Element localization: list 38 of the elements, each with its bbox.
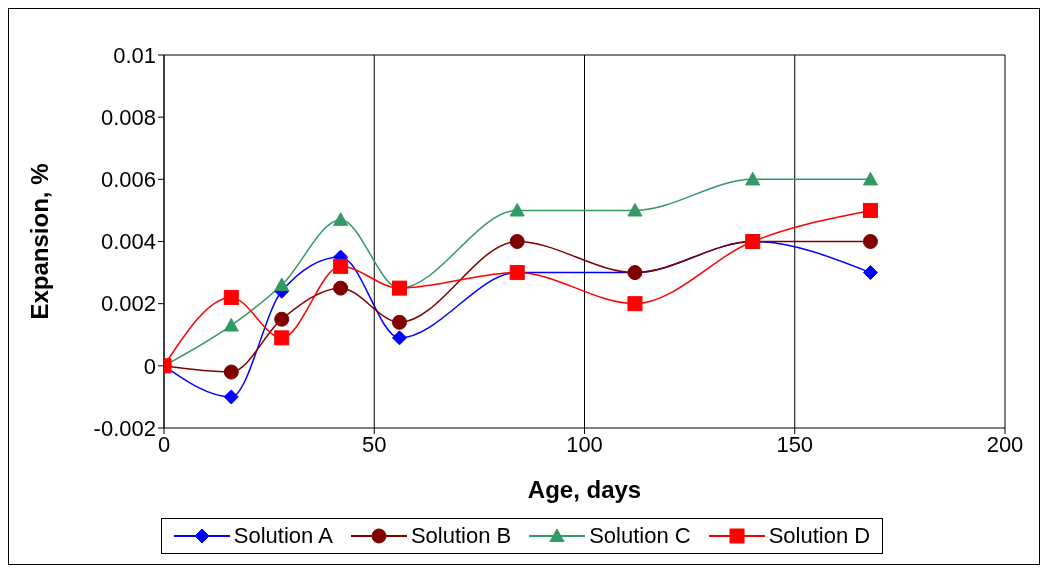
legend-label: Solution A xyxy=(233,523,333,549)
point xyxy=(509,202,525,217)
point xyxy=(509,234,525,249)
point xyxy=(333,258,349,274)
y-axis-title: Expansion, % xyxy=(25,163,53,320)
point xyxy=(223,389,239,405)
point xyxy=(223,364,239,380)
y-tick-label: 0 xyxy=(143,353,156,379)
legend-label: Solution D xyxy=(768,523,871,549)
point xyxy=(333,280,349,296)
point xyxy=(627,296,643,312)
point xyxy=(391,330,407,346)
y-tick-label: 0.002 xyxy=(100,291,156,317)
y-tick-label: -0.002 xyxy=(93,415,156,441)
point xyxy=(862,202,878,218)
point xyxy=(862,171,878,186)
point xyxy=(223,317,239,332)
point xyxy=(223,289,239,305)
y-tick-label: 0.004 xyxy=(100,229,156,255)
point xyxy=(274,330,290,346)
y-tick-label: 0.008 xyxy=(100,104,156,130)
x-tick-label: 150 xyxy=(776,431,814,457)
x-tick-label: 50 xyxy=(362,431,387,457)
legend-label: Solution C xyxy=(589,523,691,549)
point xyxy=(862,265,878,281)
point xyxy=(627,202,643,217)
point xyxy=(862,234,878,249)
point xyxy=(333,212,349,226)
point xyxy=(745,171,761,186)
y-tick-label: 0.006 xyxy=(100,167,156,193)
y-tick-label: 0.01 xyxy=(113,42,156,68)
x-axis-title: Age, days xyxy=(527,476,642,503)
legend-label: Solution B xyxy=(410,523,512,549)
point xyxy=(274,277,290,292)
point xyxy=(274,311,290,327)
x-tick-label: 200 xyxy=(986,431,1024,457)
x-tick-label: 100 xyxy=(566,431,603,457)
point xyxy=(391,314,407,330)
